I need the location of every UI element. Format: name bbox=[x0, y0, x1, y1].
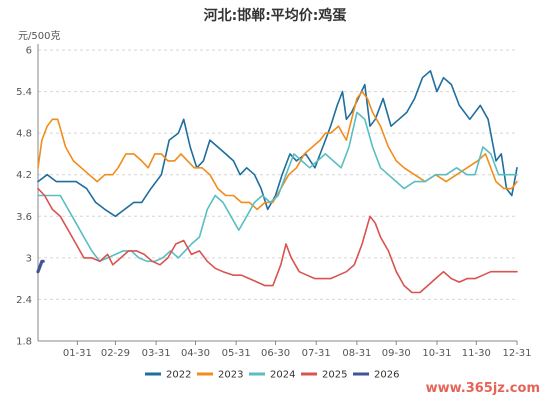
series-layer bbox=[36, 70, 518, 294]
x-tick-label: 07-31 bbox=[302, 348, 331, 359]
x-tick-label: 03-31 bbox=[142, 348, 171, 359]
y-tick-label: 3.6 bbox=[16, 212, 32, 223]
legend-label: 2025 bbox=[322, 370, 347, 381]
y-tick-label: 1.8 bbox=[16, 337, 32, 348]
y-tick-label: 6 bbox=[26, 46, 32, 57]
legend-item-2025[interactable]: 2025 bbox=[301, 370, 347, 381]
x-tick-label: 05-31 bbox=[222, 348, 251, 359]
legend-label: 2023 bbox=[218, 370, 243, 381]
x-tick-label: 01-31 bbox=[63, 348, 92, 359]
y-axis-unit-label: 元/500克 bbox=[18, 30, 60, 42]
legend-item-2023[interactable]: 2023 bbox=[197, 370, 243, 381]
axis-layer: 1.8 2.4 3 3.6 4.2 4.8 5.4 6 01-31 02-29 03-31 04-30… bbox=[16, 44, 532, 359]
legend-label: 2026 bbox=[374, 370, 399, 381]
y-tick-label: 2.4 bbox=[16, 295, 32, 306]
legend-label: 2022 bbox=[166, 370, 191, 381]
x-tick-label: 08-31 bbox=[342, 348, 371, 359]
x-tick-label: 09-30 bbox=[382, 348, 411, 359]
legend[interactable]: 2022 2023 2024 2025 2026 bbox=[145, 370, 399, 381]
series-line-2024 bbox=[37, 111, 518, 263]
series-line-2023 bbox=[37, 90, 518, 211]
series-line-2025 bbox=[37, 187, 518, 294]
legend-item-2026[interactable]: 2026 bbox=[353, 370, 399, 381]
x-tick-label: 02-29 bbox=[101, 348, 130, 359]
x-tick-label: 04-30 bbox=[181, 348, 210, 359]
y-tick-label: 4.8 bbox=[16, 129, 32, 140]
legend-label: 2024 bbox=[270, 370, 295, 381]
x-tick-label: 06-30 bbox=[261, 348, 290, 359]
y-tick-label: 4.2 bbox=[16, 170, 32, 181]
x-tick-label: 12-31 bbox=[502, 348, 531, 359]
legend-item-2024[interactable]: 2024 bbox=[249, 370, 295, 381]
x-tick-label: 11-30 bbox=[462, 348, 491, 359]
series-line-2026 bbox=[36, 259, 45, 274]
chart-title: 河北:邯郸:平均价:鸡蛋 bbox=[204, 7, 347, 24]
legend-item-2022[interactable]: 2022 bbox=[145, 370, 191, 381]
watermark-text: www.365jz.com bbox=[426, 381, 540, 396]
x-tick-label: 10-31 bbox=[422, 348, 451, 359]
y-tick-label: 3 bbox=[26, 253, 32, 264]
y-tick-label: 5.4 bbox=[16, 87, 32, 98]
